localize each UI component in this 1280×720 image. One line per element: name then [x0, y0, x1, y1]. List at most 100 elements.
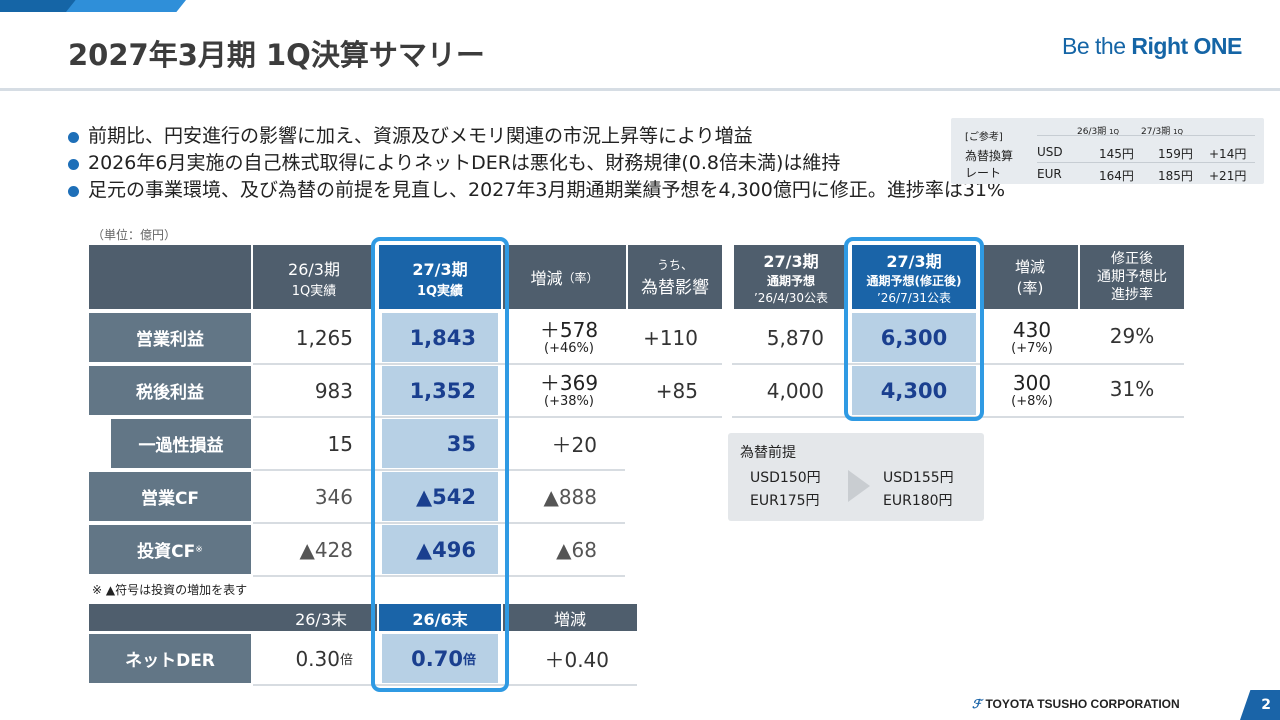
- row-label-text: 投資CF: [137, 542, 196, 562]
- revised-forecast-highlight-frame: [844, 237, 984, 421]
- col-header-subtext: (率): [1016, 279, 1044, 297]
- fx-premise-title: 為替前提: [740, 445, 796, 461]
- col-header-current-1q: 27/3期 1Q実績: [379, 245, 501, 309]
- bullet-text: 2026年6月実施の自己株式取得によりネットDERは悪化も、財務規律(0.8倍未…: [88, 152, 841, 174]
- row-label-footnote-mark: ※: [195, 544, 203, 555]
- col-header-text: 増減: [1014, 258, 1045, 276]
- progress-value: 31%: [1109, 376, 1155, 401]
- row-label-one-off: 一過性損益: [111, 419, 251, 468]
- fx-ref-col1-suffix: 1Q: [1109, 128, 1120, 136]
- col-header-subtext: 1Q実績: [416, 283, 464, 299]
- fx-premise-before-usd: USD150円: [750, 470, 821, 486]
- col-header-text: 27/3期: [763, 252, 819, 271]
- fx-reference-box: [ご参考] 為替換算 レート 26/3期 1Q 27/3期 1Q USD 145…: [951, 118, 1264, 184]
- bullet-item: 足元の事業環境、及び為替の前提を見直し、2027年3月期通期業績予想を4,300…: [66, 177, 1005, 204]
- summary-bullets: 前期比、円安進行の影響に加え、資源及びメモリ関連の市況上昇等により増益 2026…: [66, 123, 1005, 204]
- row-label-net-profit: 税後利益: [89, 366, 251, 415]
- col-header-prev-1q: 26/3期 1Q実績: [253, 245, 375, 309]
- brand-logo: Be the Right ONE: [1062, 33, 1242, 60]
- der-unit: 倍: [462, 653, 476, 668]
- current-value: 1,352: [382, 366, 498, 415]
- initial-forecast-value: 5,870: [766, 325, 824, 350]
- fx-ref-diff: +14円: [1209, 147, 1247, 161]
- initial-forecast-value: 4,000: [766, 378, 824, 403]
- prev-value: ▲428: [299, 537, 353, 562]
- col-header-progress: 修正後 通期予想比 進捗率: [1080, 245, 1184, 309]
- bullet-text: 前期比、円安進行の影響に加え、資源及びメモリ関連の市況上昇等により増益: [88, 125, 753, 147]
- forecast-change-value: 430: [1012, 318, 1052, 343]
- row-divider: [253, 522, 625, 524]
- forecast-change-cell: 430 (+7%): [984, 315, 1080, 361]
- der-unit: 倍: [339, 653, 353, 668]
- col-header-subtext: （率）: [562, 270, 599, 285]
- fx-premise-after-eur: EUR180円: [883, 493, 953, 509]
- fx-ref-tag: [ご参考]: [965, 132, 1003, 143]
- footnote: ※ ▲符号は投資の増加を表す: [92, 583, 248, 597]
- prev-value: 1,265: [295, 325, 353, 350]
- col-header-subtext: 通期予想: [766, 274, 815, 288]
- fx-impact-value: +110: [643, 325, 698, 350]
- top-stripe-light: [66, 0, 186, 12]
- row-divider: [253, 684, 637, 686]
- change-rate: (+46%): [544, 341, 594, 357]
- row-label-net-der: ネットDER: [89, 634, 251, 683]
- forecast-change-rate: (+8%): [1011, 394, 1053, 410]
- col-header-fx-impact: うち、 為替影響: [628, 245, 722, 309]
- current-value: 35: [382, 419, 498, 468]
- fx-ref-label: レート: [965, 166, 1002, 180]
- forecast-change-rate: (+7%): [1011, 341, 1053, 357]
- prev-value: 983: [314, 378, 353, 403]
- prev-value: 346: [314, 484, 353, 509]
- fx-ref-rule: [1037, 135, 1255, 136]
- title-divider: [0, 88, 1280, 91]
- col-header-forecast-change: 増減 (率): [982, 245, 1078, 309]
- col-header-subtext: 通期予想比: [1097, 268, 1167, 285]
- fx-ref-col2: 27/3期 1Q: [1141, 124, 1183, 137]
- row-label-operating-profit: 営業利益: [89, 313, 251, 362]
- der-current-number: 0.70: [411, 646, 463, 671]
- bullet-dot-icon: [68, 159, 79, 170]
- bullet-item: 前期比、円安進行の影響に加え、資源及びメモリ関連の市況上昇等により増益: [66, 123, 1005, 150]
- current-period-highlight-frame: [371, 237, 509, 692]
- row-divider: [732, 363, 1184, 365]
- fx-premise-before-eur: EUR175円: [750, 493, 820, 509]
- fx-premise-box: 為替前提 USD150円 EUR175円 USD155円 EUR180円: [728, 433, 984, 521]
- fx-ref-value: 164円: [1099, 169, 1134, 183]
- current-value: ▲496: [382, 525, 498, 574]
- fx-premise-after-usd: USD155円: [883, 470, 954, 486]
- change-value: ▲68: [556, 537, 597, 562]
- fx-ref-col2-suffix: 1Q: [1173, 128, 1184, 136]
- der-header-text: 26/3末: [295, 609, 347, 629]
- footer-company-name: TOYOTA TSUSHO CORPORATION: [985, 697, 1180, 711]
- footer-company-logo: ℱ TOYOTA TSUSHO CORPORATION: [972, 697, 1180, 711]
- fx-ref-ccy: USD: [1037, 145, 1063, 159]
- change-value: ＋578: [539, 318, 599, 343]
- fx-ref-value: 159円: [1158, 147, 1193, 161]
- col-header-text: 26/3期: [288, 259, 340, 279]
- der-header-current: 26/6末: [379, 604, 501, 631]
- der-prev-number: 0.30: [295, 646, 340, 671]
- der-header-prev: 26/3末: [89, 604, 377, 631]
- change-value: ▲888: [543, 484, 597, 509]
- current-value: 1,843: [382, 313, 498, 362]
- fx-ref-label: 為替換算: [965, 149, 1014, 163]
- col-header-initial-forecast: 27/3期 通期予想 ’26/4/30公表: [734, 245, 848, 309]
- revised-forecast-value: 6,300: [852, 313, 976, 362]
- forecast-change-value: 300: [1012, 371, 1052, 396]
- current-value: ▲542: [382, 472, 498, 521]
- fx-ref-col1-label: 26/3期: [1077, 127, 1107, 137]
- col-header-change: 増減 （率）: [503, 245, 626, 309]
- fx-ref-rule: [1037, 162, 1255, 163]
- change-value: ＋369: [539, 371, 599, 396]
- der-prev-value: 0.30 倍: [253, 634, 353, 683]
- der-header-change: 増減: [503, 604, 637, 631]
- prev-value: 15: [327, 431, 353, 456]
- bullet-item: 2026年6月実施の自己株式取得によりネットDERは悪化も、財務規律(0.8倍未…: [66, 150, 1005, 177]
- col-header-text: 為替影響: [641, 278, 709, 298]
- brand-logo-bold: Right ONE: [1131, 33, 1242, 59]
- bullet-dot-icon: [68, 132, 79, 143]
- row-label-investing-cf: 投資CF ※: [89, 525, 251, 574]
- col-header-subtext: 進捗率: [1111, 287, 1153, 304]
- fx-impact-value: +85: [655, 378, 698, 403]
- change-rate: (+38%): [544, 394, 594, 410]
